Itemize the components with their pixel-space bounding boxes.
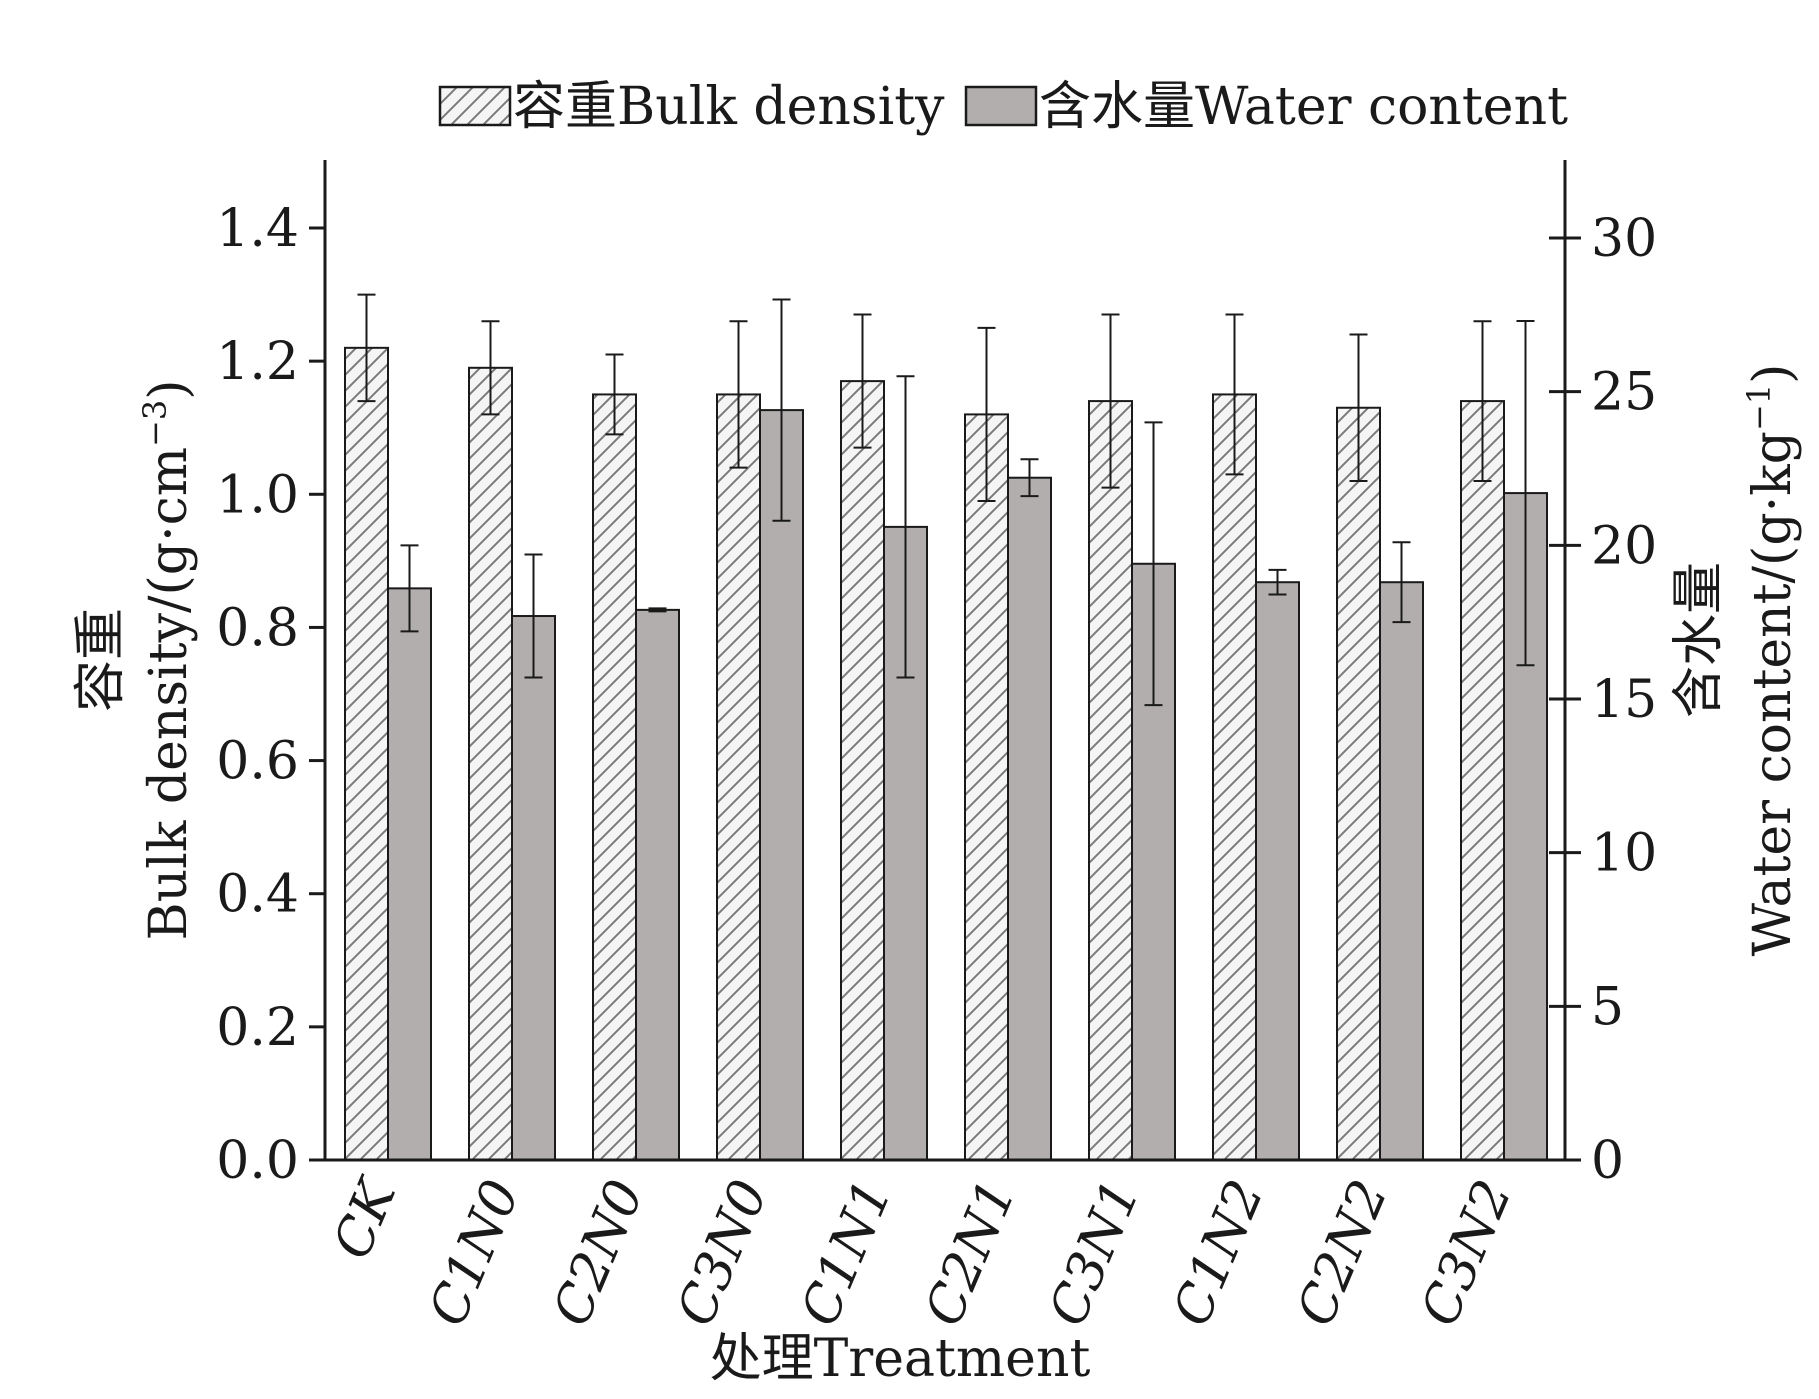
axes: CK C1N0 C2N0 C3N0 C1N1 C2N1 C3N1 C1N2 C2N2 C3N2 0.… xyxy=(216,160,1657,1335)
x-tick-label-C3N2: C3N2 xyxy=(1410,1172,1524,1335)
right-axis-title-en: Water content/(g·kg−1) xyxy=(1740,364,1803,957)
legend-swatch-bulk-density xyxy=(438,85,512,127)
bar-water-content-C1N0 xyxy=(511,615,556,1161)
left-tick-label-0.2: 0.2 xyxy=(216,998,299,1058)
left-tick-label-0.6: 0.6 xyxy=(216,732,299,792)
x-tick-label-C3N1: C3N1 xyxy=(1038,1172,1152,1335)
left-tick-label-1.4: 1.4 xyxy=(216,199,299,259)
bar-bulk-density-CK xyxy=(344,346,389,1162)
x-tick-label-C2N0: C2N0 xyxy=(542,1172,656,1335)
x-tick-label-C1N2: C1N2 xyxy=(1162,1172,1276,1335)
left-tick-label-0.8: 0.8 xyxy=(216,598,299,658)
right-tick-label-5: 5 xyxy=(1591,977,1624,1037)
x-tick-label-C1N0: C1N0 xyxy=(418,1172,532,1335)
left-axis-title-cn: 容重 xyxy=(71,608,131,712)
bar-bulk-density-C1N1 xyxy=(840,380,885,1162)
x-tick-label-CK: CK xyxy=(322,1169,409,1268)
legend-label-bulk-density: 容重Bulk density xyxy=(513,77,945,137)
left-tick-label-1.0: 1.0 xyxy=(216,465,299,525)
bar-water-content-CK xyxy=(387,587,432,1161)
right-tick-label-20: 20 xyxy=(1591,516,1657,576)
bar-bulk-density-C2N2 xyxy=(1336,406,1381,1161)
bar-bulk-density-C3N1 xyxy=(1088,400,1133,1162)
bar-bulk-density-C1N2 xyxy=(1212,393,1257,1161)
bar-water-content-C1N2 xyxy=(1255,581,1300,1161)
x-tick-label-C1N1: C1N1 xyxy=(790,1172,904,1335)
x-tick-label-C2N2: C2N2 xyxy=(1286,1172,1400,1335)
left-tick-label-0.0: 0.0 xyxy=(216,1131,299,1191)
bar-bulk-density-C3N0 xyxy=(716,393,761,1161)
left-tick-label-1.2: 1.2 xyxy=(216,332,299,392)
left-axis-title-en: Bulk density/(g·cm−3) xyxy=(136,379,199,940)
right-tick-label-0: 0 xyxy=(1591,1131,1624,1191)
bar-water-content-C2N2 xyxy=(1379,581,1424,1161)
bar-water-content-C2N0 xyxy=(635,608,680,1161)
bar-bulk-density-C1N0 xyxy=(468,366,513,1161)
right-tick-label-15: 15 xyxy=(1591,670,1657,730)
bar-bulk-density-C3N2 xyxy=(1460,400,1505,1162)
right-tick-label-25: 25 xyxy=(1591,363,1657,423)
bar-bulk-density-C2N0 xyxy=(592,393,637,1161)
x-axis-title: 处理Treatment xyxy=(710,1329,1091,1389)
bar-water-content-C3N0 xyxy=(759,409,804,1161)
right-tick-label-10: 10 xyxy=(1591,824,1657,884)
plot-area xyxy=(344,293,1548,1162)
left-tick-label-0.4: 0.4 xyxy=(216,865,299,925)
x-tick-label-C2N1: C2N1 xyxy=(914,1172,1028,1335)
right-axis-title-cn: 含水量 xyxy=(1669,562,1729,718)
bar-bulk-density-C2N1 xyxy=(964,413,1009,1161)
x-tick-label-C3N0: C3N0 xyxy=(666,1172,780,1335)
legend-label-water-content: 含水量Water content xyxy=(1039,77,1568,137)
bar-water-content-C2N1 xyxy=(1007,476,1052,1162)
right-tick-label-30: 30 xyxy=(1591,209,1657,269)
legend-swatch-water-content xyxy=(964,85,1038,127)
legend: 容重Bulk density 含水量Water content xyxy=(438,77,1568,137)
